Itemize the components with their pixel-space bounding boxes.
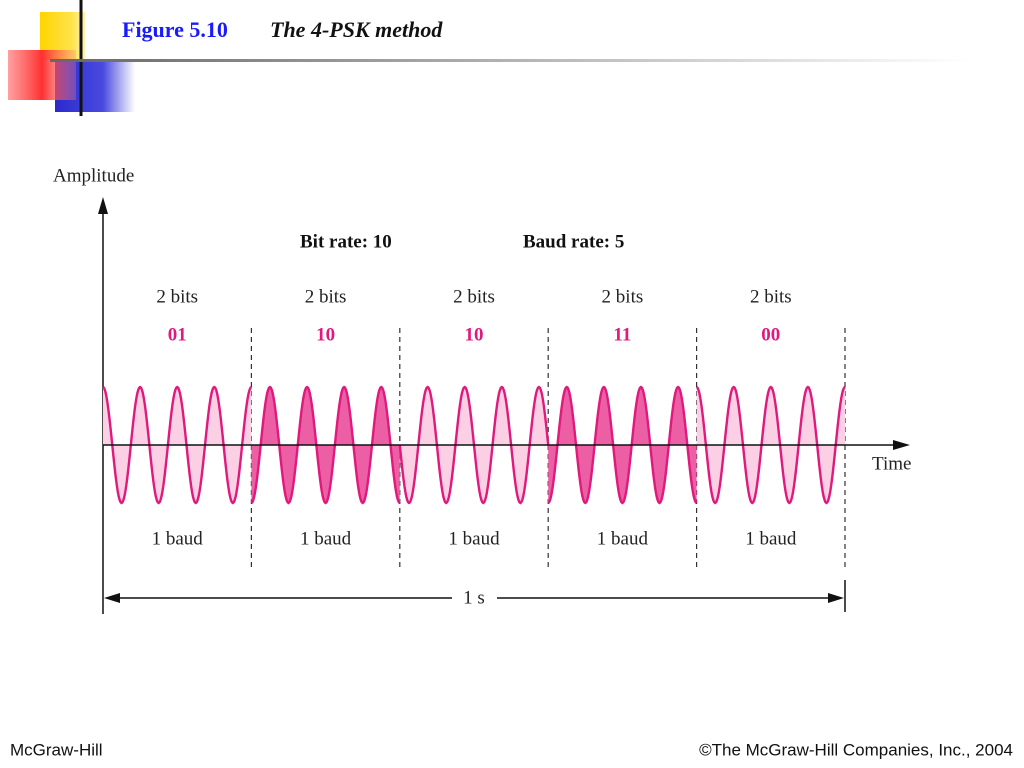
baud-label: 1 baud xyxy=(448,528,500,549)
footer-left: McGraw-Hill xyxy=(10,740,103,759)
bits-label: 2 bits xyxy=(750,286,792,307)
baud-label: 1 baud xyxy=(597,528,649,549)
bit-code: 01 xyxy=(168,324,187,345)
baud-rate: Baud rate: 5 xyxy=(523,231,624,252)
duration-label: 1 s xyxy=(463,587,485,608)
baud-label: 1 baud xyxy=(152,528,204,549)
bit-code: 10 xyxy=(316,324,335,345)
wave xyxy=(102,385,253,505)
deco-red xyxy=(8,50,76,100)
x-axis-label: Time xyxy=(872,453,911,474)
y-arrow xyxy=(98,197,108,214)
header-rule xyxy=(50,59,970,62)
x-arrow xyxy=(893,440,910,450)
bits-label: 2 bits xyxy=(453,286,495,307)
bits-label: 2 bits xyxy=(305,286,347,307)
y-axis-label: Amplitude xyxy=(53,165,134,186)
baud-label: 1 baud xyxy=(745,528,797,549)
bit-code: 11 xyxy=(613,324,631,345)
footer-right: ©The McGraw-Hill Companies, Inc., 2004 xyxy=(699,740,1013,759)
duration-arrow xyxy=(104,593,120,603)
bit-code: 00 xyxy=(761,324,780,345)
bits-label: 2 bits xyxy=(156,286,198,307)
wave xyxy=(695,385,846,505)
figure-title: The 4-PSK method xyxy=(270,17,443,42)
bit-code: 10 xyxy=(465,324,484,345)
bit-rate: Bit rate: 10 xyxy=(300,231,392,252)
bits-label: 2 bits xyxy=(602,286,644,307)
baud-label: 1 baud xyxy=(300,528,352,549)
wave xyxy=(547,385,698,505)
wave xyxy=(250,385,401,505)
figure-label: Figure 5.10 xyxy=(122,17,228,42)
duration-arrow xyxy=(828,593,844,603)
